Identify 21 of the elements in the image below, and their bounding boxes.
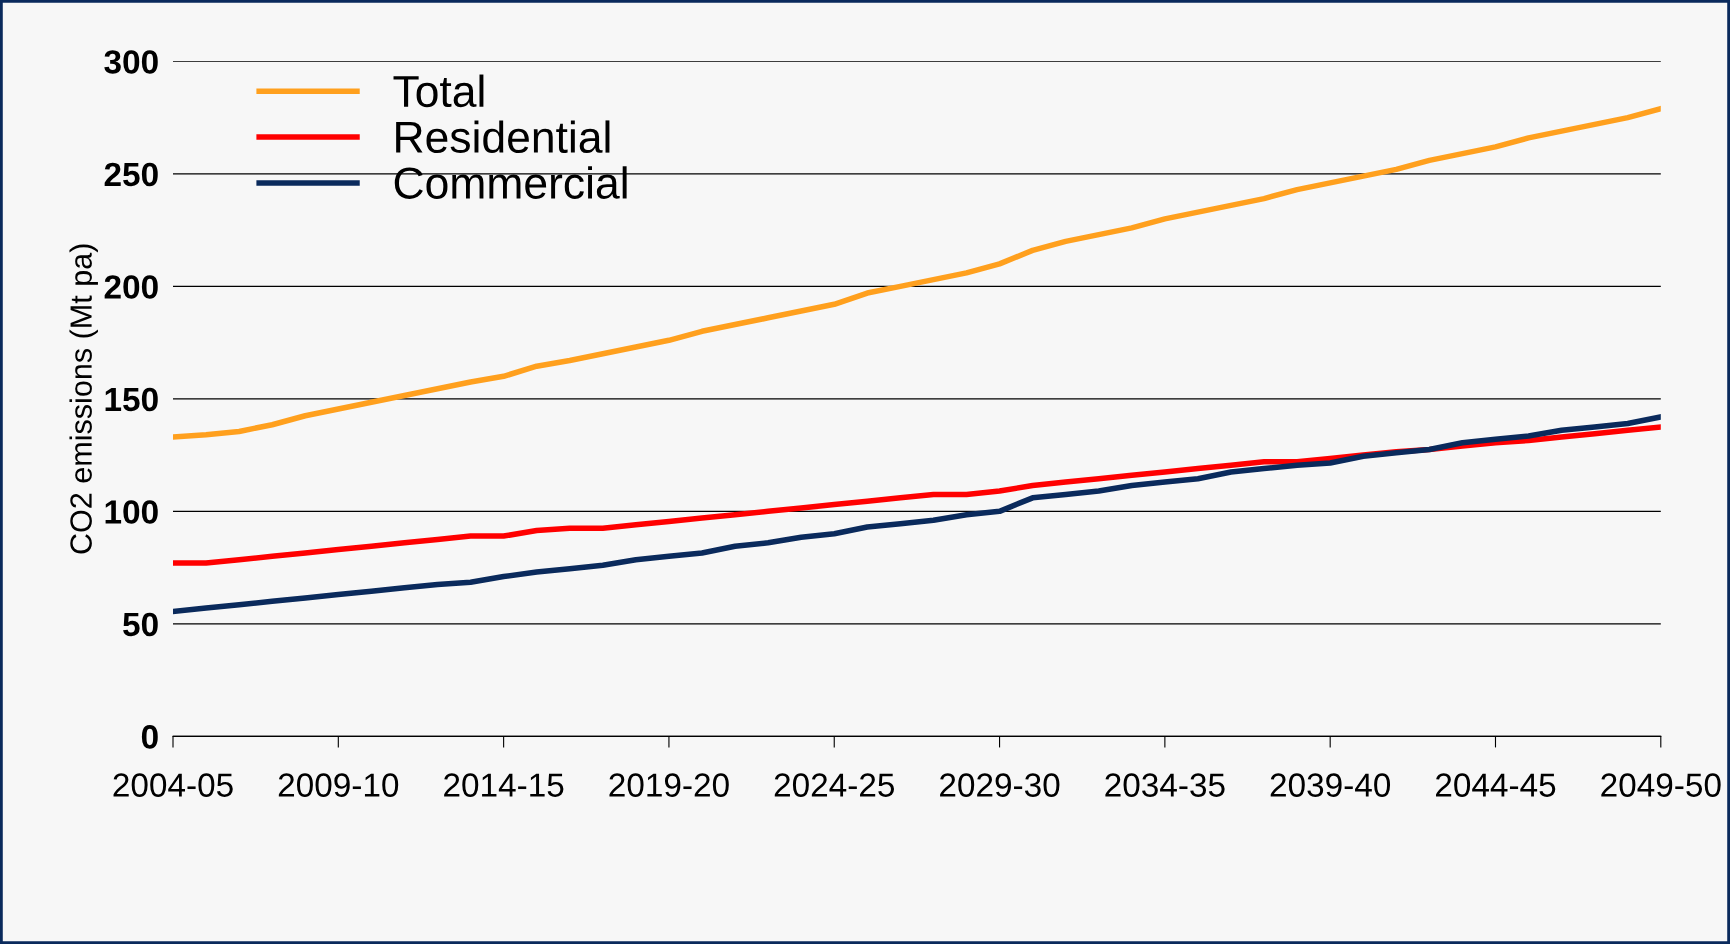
y-tick-label: 300 bbox=[104, 50, 158, 74]
y-tick-label: 250 bbox=[104, 162, 158, 187]
y-tick-label: 200 bbox=[104, 275, 158, 299]
x-tick-label: 2049-50 bbox=[1601, 773, 1721, 797]
legend-label: Residential bbox=[396, 120, 610, 154]
x-tick-label: 2034-35 bbox=[1105, 773, 1225, 797]
y-tick-label: 100 bbox=[105, 500, 158, 524]
x-tick-label: 2004-05 bbox=[113, 773, 233, 797]
y-tick-label: 50 bbox=[123, 612, 158, 637]
legend-label: Commercial bbox=[394, 166, 627, 199]
x-tick-label: 2009-10 bbox=[278, 773, 399, 797]
x-tick-label: 2024-25 bbox=[774, 773, 895, 797]
y-axis-title: CO2 emissions (Mt pa) bbox=[69, 244, 98, 554]
x-tick-label: 2029-30 bbox=[940, 773, 1060, 797]
x-tick-label: 2044-45 bbox=[1436, 773, 1556, 797]
legend-label: Total bbox=[393, 74, 484, 108]
x-tick-label: 2039-40 bbox=[1270, 773, 1391, 797]
x-tick-label: 2019-20 bbox=[609, 773, 729, 797]
x-tick-label: 2014-15 bbox=[444, 773, 564, 797]
y-tick-label: 0 bbox=[141, 725, 158, 749]
y-tick-label: 150 bbox=[105, 387, 158, 412]
